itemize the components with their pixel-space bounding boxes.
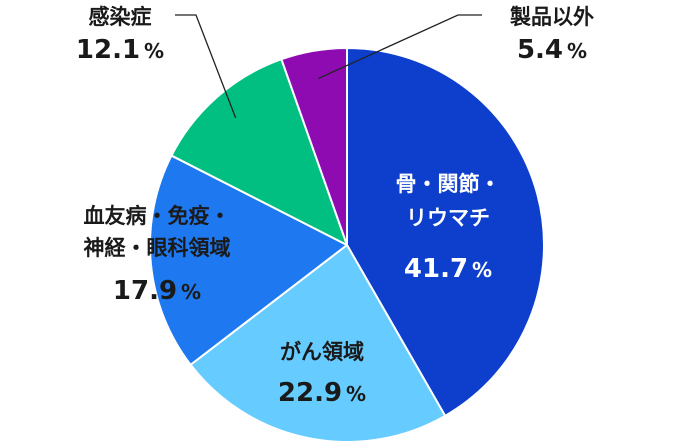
pie-slice-3 — [149, 154, 348, 366]
leader-line-5 — [318, 14, 482, 80]
slice-label-2: がん領域 22.9% — [278, 340, 366, 408]
slice-value-2: 22.9% — [278, 378, 366, 408]
slice-label-1: 骨・関節・リウマチ 41.7% — [396, 172, 501, 284]
pie-labels: 骨・関節・リウマチ 41.7 % がん領域 22.9 % 血友病・免疫・神経・眼科領域 17.… — [76, 5, 594, 408]
slice-label-5: 製品以外 5.4% — [509, 5, 594, 65]
pie-slice-1 — [346, 47, 545, 417]
slice-name-1-line-2: リウマチ — [406, 206, 490, 230]
slice-name-5-line-1: 製品以外 — [509, 5, 594, 29]
slice-name-4-line-1: 感染症 — [89, 5, 152, 29]
slice-value-4: 12.1% — [76, 35, 164, 65]
slice-value-3: 17.9% — [113, 276, 201, 306]
slice-name-1-line-1: 骨・関節・ — [396, 172, 501, 196]
pie-slice-4 — [170, 58, 348, 246]
slice-name-3-line-2: 神経・眼科領域 — [84, 236, 231, 260]
slice-value-5: 5.4% — [517, 35, 587, 65]
slice-value-1: 41.7% — [404, 254, 492, 284]
slice-label-4: 感染症 12.1% — [76, 5, 164, 65]
pie-slice-2 — [189, 244, 447, 441]
slice-name-3-line-1: 血友病・免疫・ — [84, 204, 231, 228]
pie-slices — [149, 47, 545, 441]
leader-line-4 — [175, 14, 237, 119]
pie-slice-5 — [280, 47, 348, 246]
slice-label-3: 血友病・免疫・神経・眼科領域 17.9% — [84, 204, 231, 306]
slice-name-2-line-1: がん領域 — [280, 340, 364, 364]
